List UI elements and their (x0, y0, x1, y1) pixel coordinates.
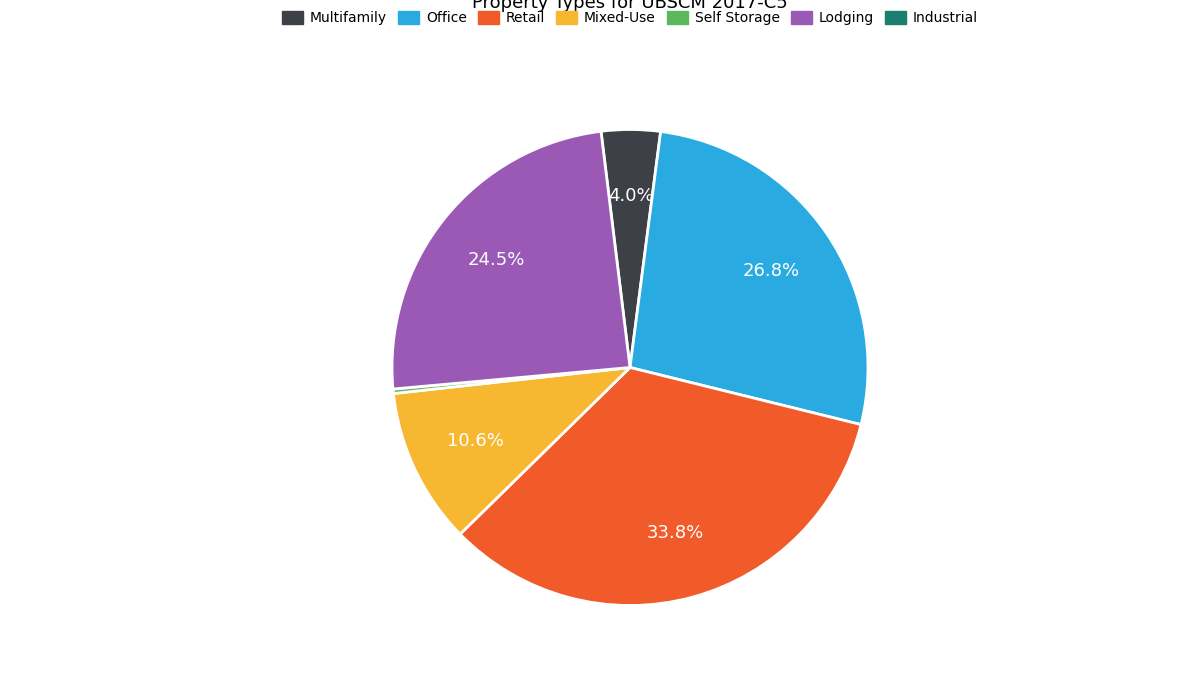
Text: 4.0%: 4.0% (607, 187, 654, 205)
Text: 26.8%: 26.8% (743, 262, 800, 280)
Text: 10.6%: 10.6% (446, 432, 504, 450)
Wedge shape (392, 132, 630, 389)
Wedge shape (392, 368, 630, 393)
Legend: Multifamily, Office, Retail, Mixed-Use, Self Storage, Lodging, Industrial: Multifamily, Office, Retail, Mixed-Use, … (277, 6, 983, 31)
Text: 33.8%: 33.8% (647, 524, 703, 542)
Wedge shape (460, 368, 862, 606)
Wedge shape (630, 132, 868, 425)
Wedge shape (601, 130, 661, 368)
Wedge shape (394, 368, 630, 534)
Title: Property Types for UBSCM 2017-C5: Property Types for UBSCM 2017-C5 (472, 0, 788, 11)
Text: 24.5%: 24.5% (468, 251, 526, 269)
